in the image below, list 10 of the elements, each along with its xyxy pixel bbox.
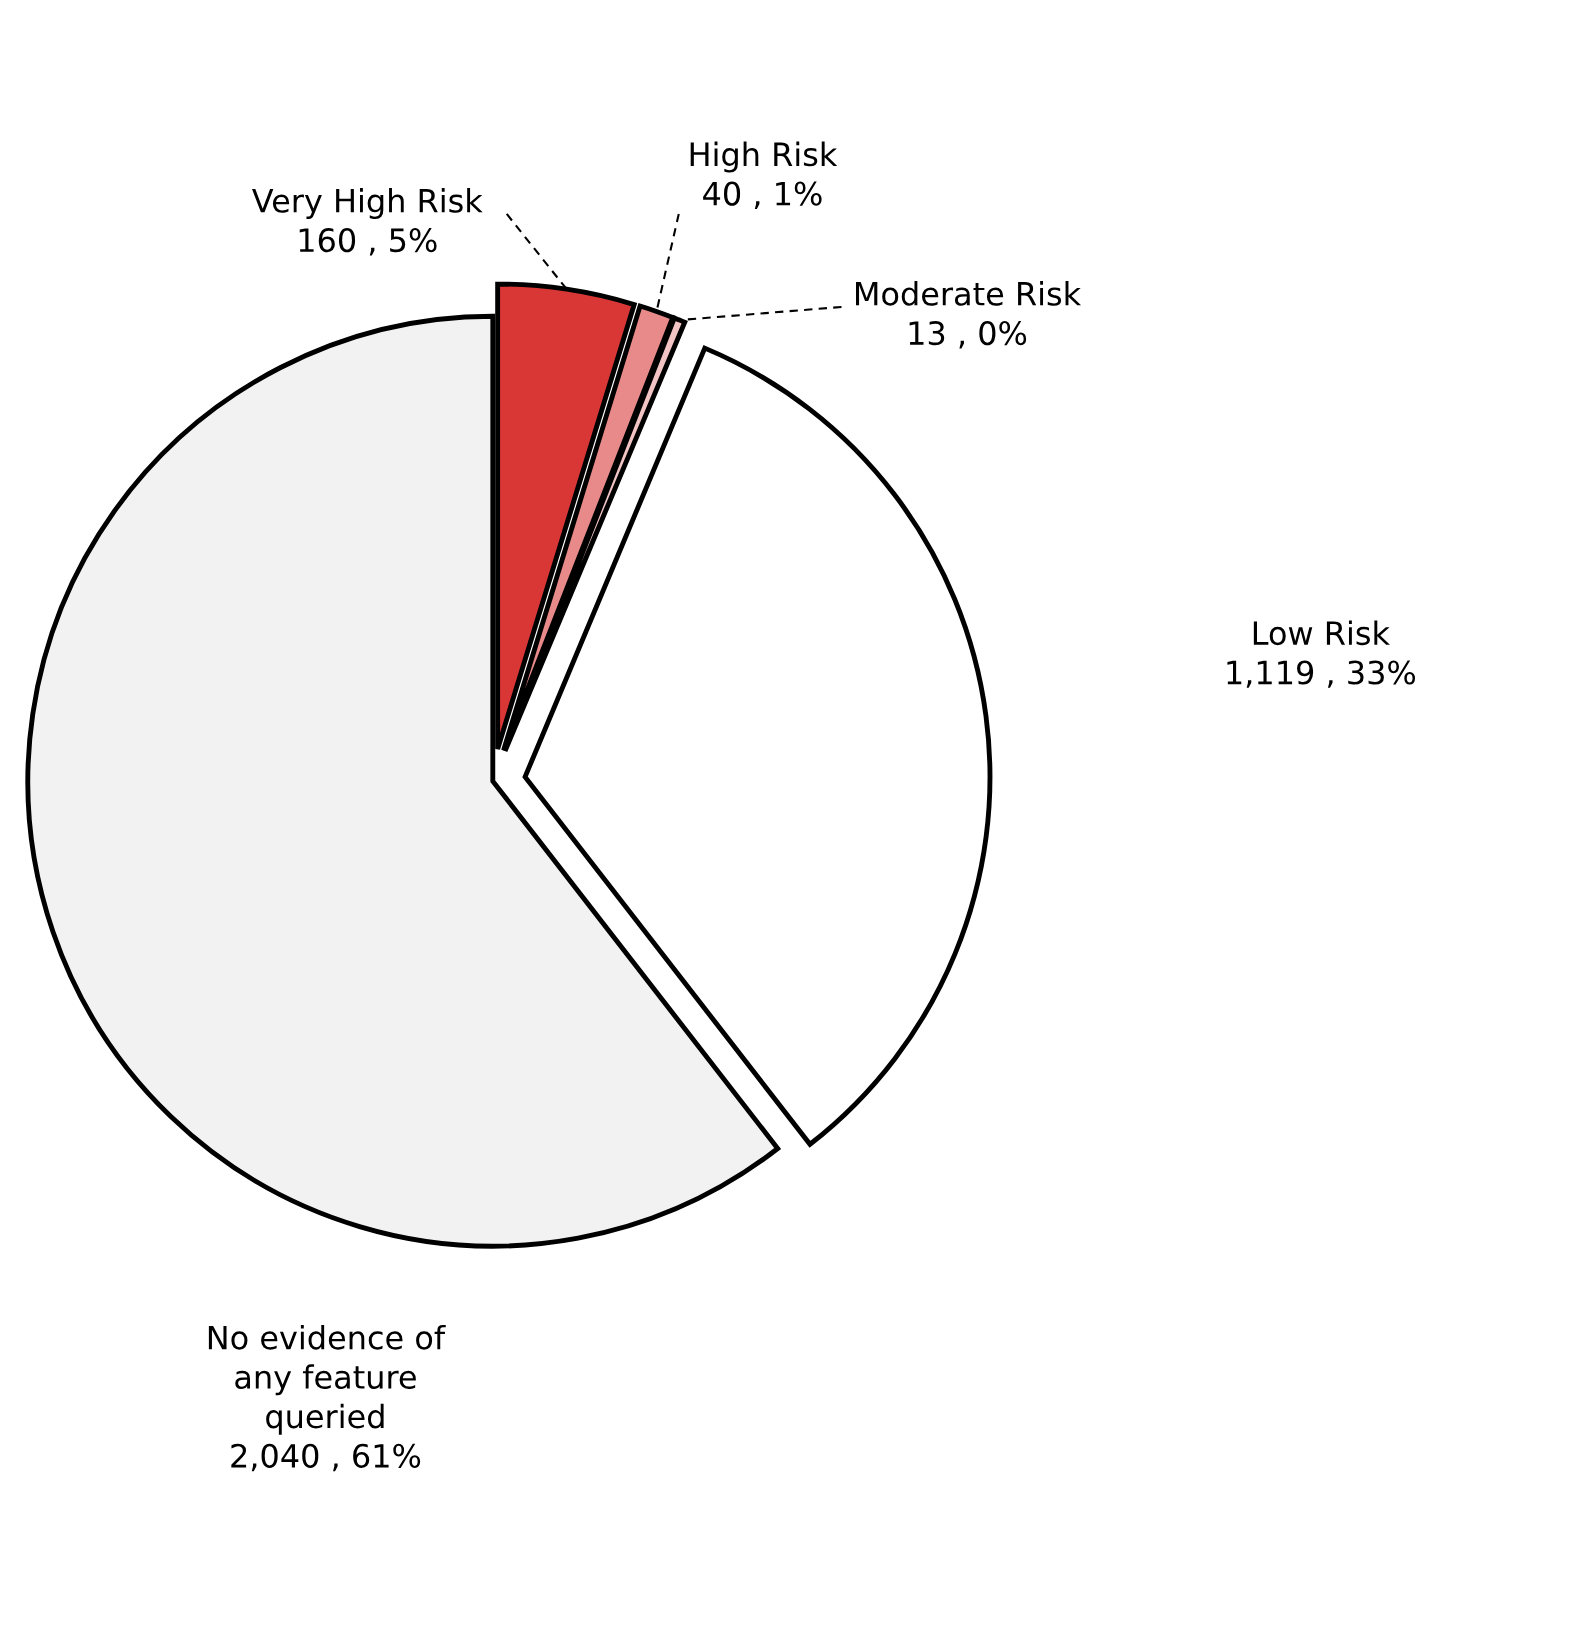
slice-label: No evidence of any feature queried	[208, 1324, 446, 1435]
slice-label: High Risk	[690, 141, 838, 173]
data-label: 40 , 1%	[703, 181, 822, 210]
slice-label: Very High Risk	[252, 188, 483, 220]
slice-label: Moderate Risk	[856, 281, 1082, 306]
slice-label: Low Risk	[1253, 620, 1390, 646]
data-label: 1,119 , 33%	[1227, 660, 1416, 688]
data-label: 13 , 0%	[909, 321, 1027, 349]
data-label: 160 , 5%	[299, 228, 437, 256]
data-label: 2,040 , 61%	[231, 1443, 421, 1472]
